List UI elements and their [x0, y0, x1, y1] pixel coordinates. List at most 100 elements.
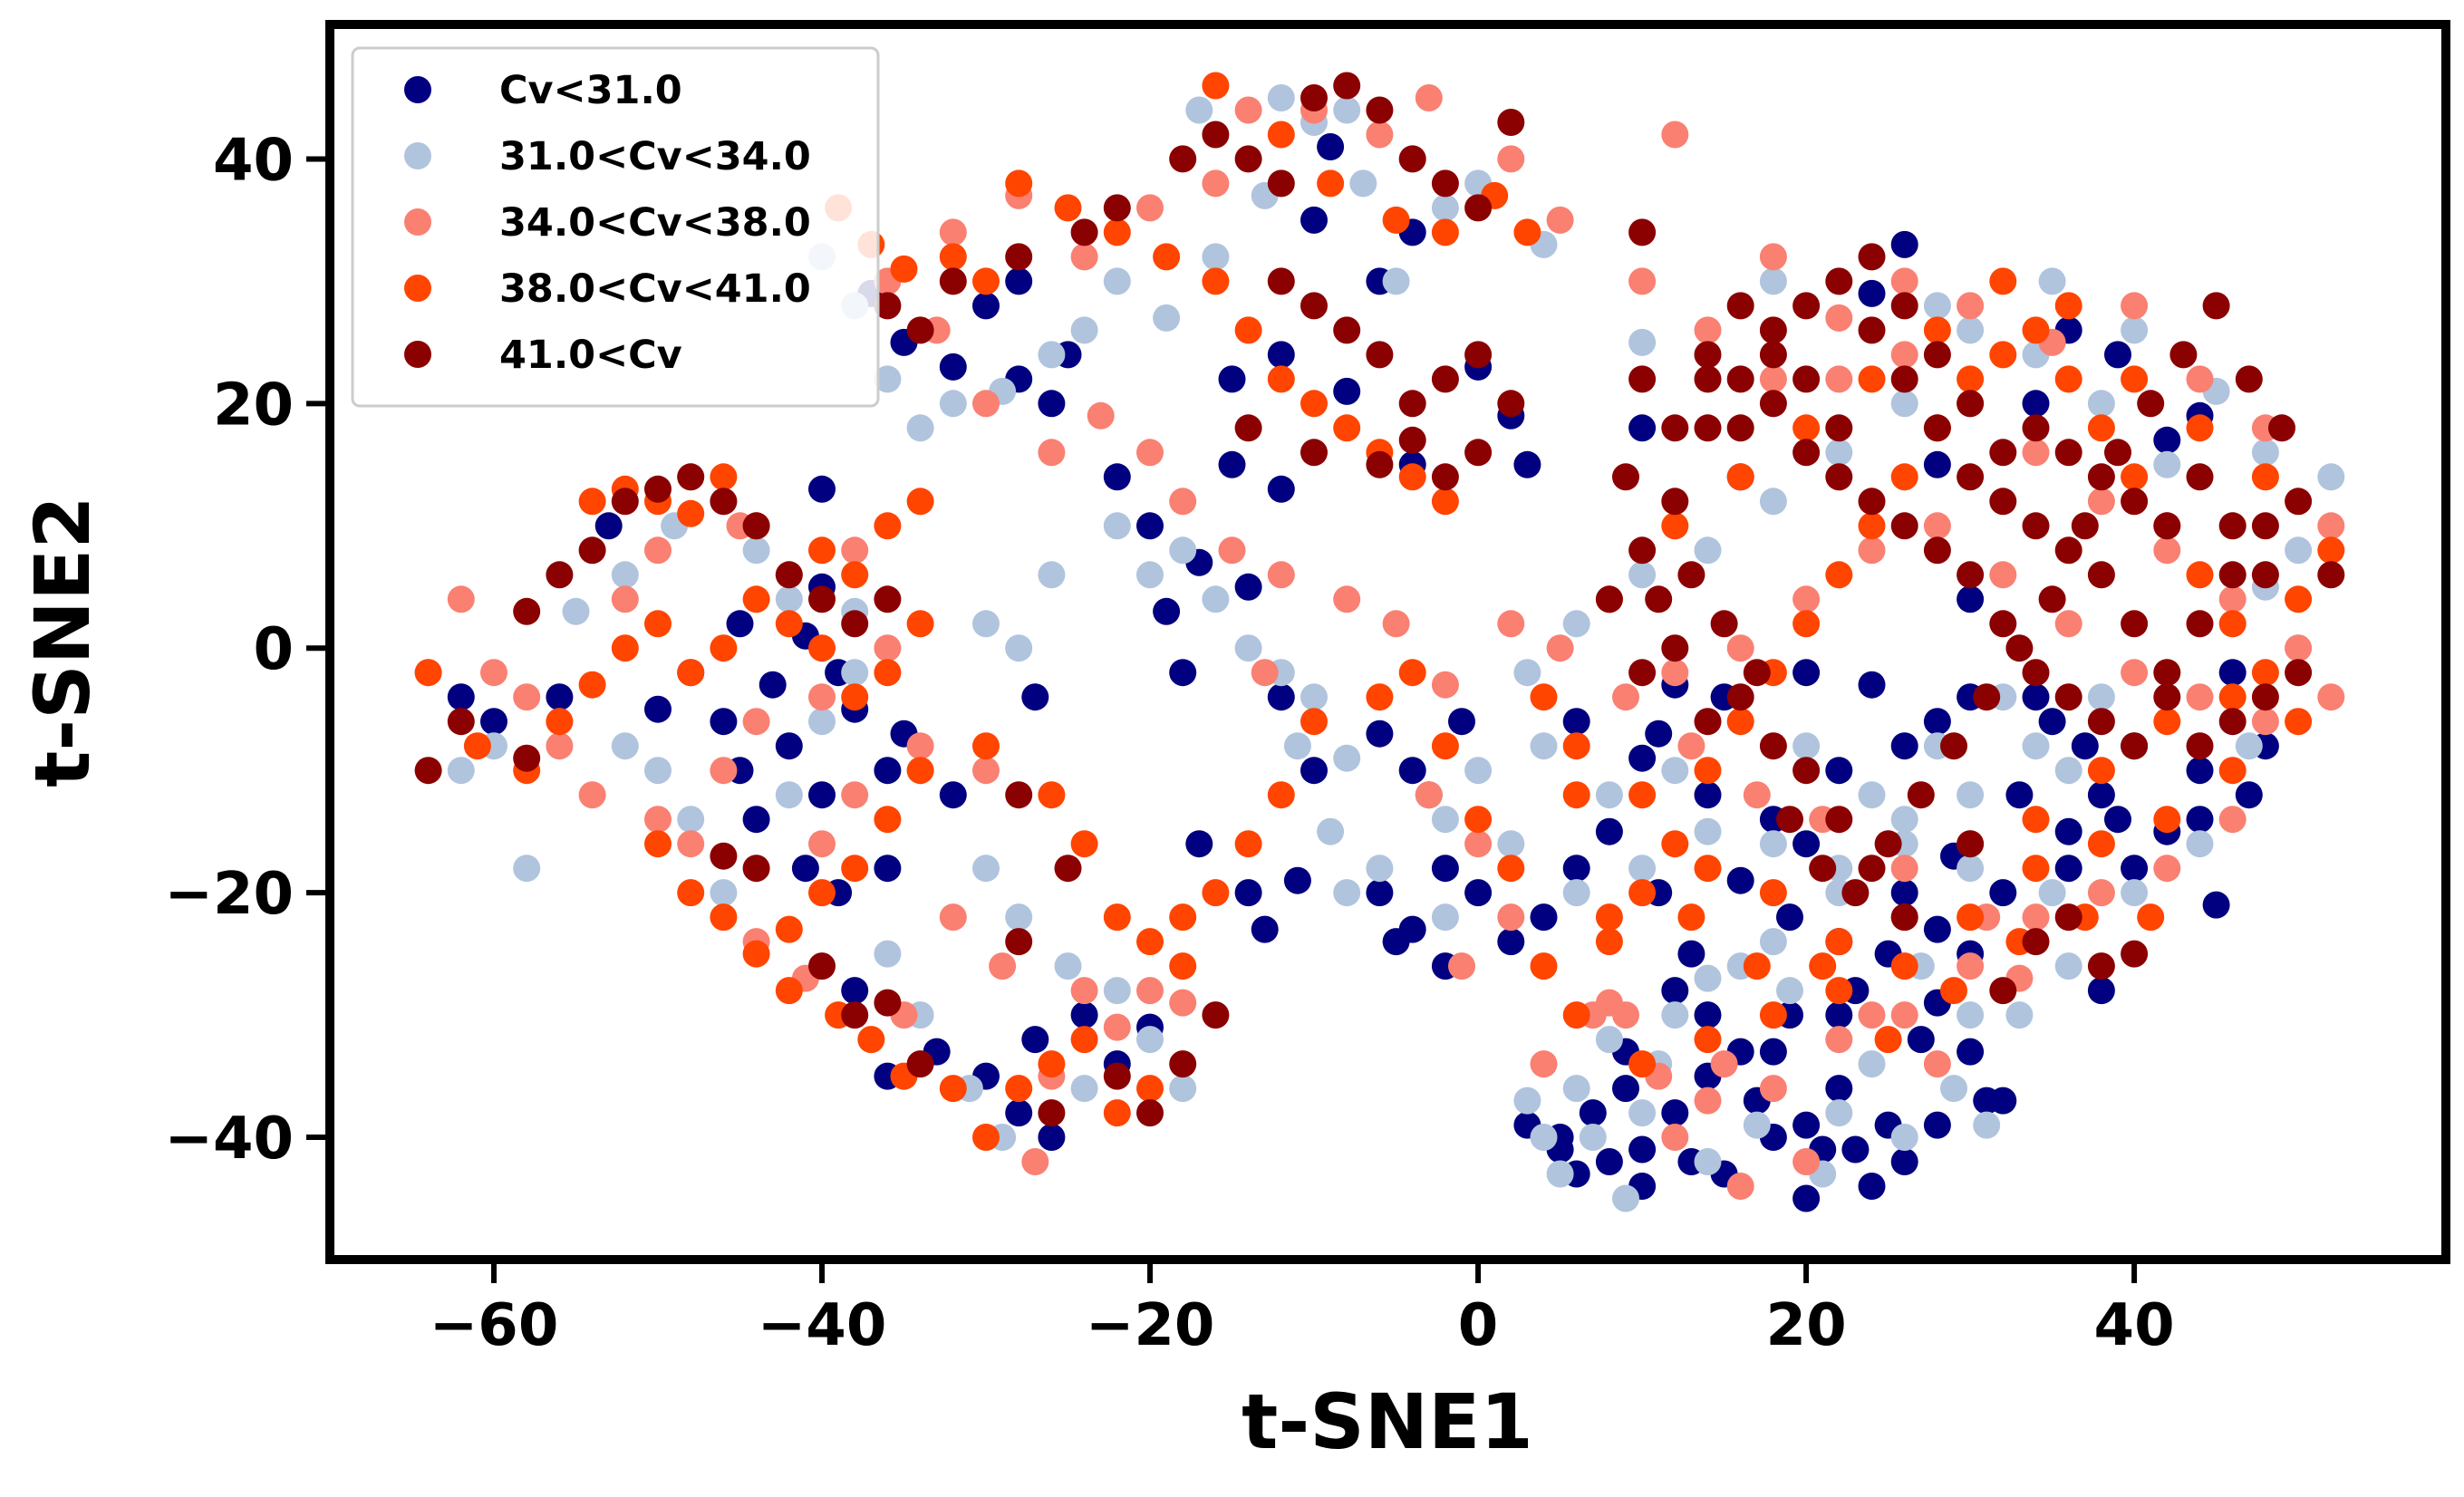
- scatter-point: [1957, 316, 1985, 344]
- scatter-point: [1825, 1075, 1853, 1103]
- scatter-point: [1070, 218, 1098, 246]
- scatter-point: [1300, 390, 1328, 418]
- scatter-point: [1202, 1001, 1230, 1029]
- scatter-point: [874, 512, 902, 540]
- scatter-point: [939, 1075, 967, 1103]
- scatter-point: [710, 879, 738, 907]
- scatter-point: [2038, 879, 2066, 907]
- scatter-point: [1694, 1001, 1722, 1029]
- scatter-point: [1382, 206, 1410, 234]
- scatter-point: [1694, 536, 1722, 565]
- legend-marker: [404, 142, 431, 169]
- scatter-point: [2121, 879, 2149, 907]
- scatter-point: [594, 512, 623, 540]
- scatter-point: [1267, 169, 1295, 198]
- scatter-point: [1202, 121, 1230, 149]
- scatter-point: [611, 732, 639, 760]
- scatter-point: [2038, 708, 2066, 736]
- y-tick-label: −20: [164, 861, 294, 928]
- scatter-point: [1103, 194, 1131, 222]
- scatter-point: [2054, 292, 2082, 320]
- scatter-point: [2022, 390, 2050, 418]
- scatter-point: [1464, 194, 1493, 222]
- scatter-point: [1497, 610, 1525, 638]
- scatter-point: [775, 915, 803, 943]
- scatter-point: [2169, 341, 2198, 369]
- scatter-point: [1317, 133, 1345, 160]
- scatter-point: [2121, 365, 2149, 393]
- scatter-point: [1989, 439, 2017, 467]
- scatter-point: [1562, 732, 1590, 760]
- scatter-point: [1136, 1075, 1164, 1103]
- scatter-point: [1153, 243, 1181, 271]
- scatter-point: [1792, 757, 1821, 785]
- scatter-point: [1595, 1026, 1623, 1054]
- scatter-point: [1136, 928, 1164, 956]
- scatter-point: [1957, 781, 1985, 809]
- scatter-point: [972, 610, 1000, 638]
- scatter-point: [2005, 1001, 2034, 1029]
- scatter-point: [1743, 659, 1771, 687]
- scatter-point: [1923, 536, 1951, 565]
- scatter-point: [1562, 781, 1590, 809]
- scatter-point: [611, 585, 639, 613]
- scatter-point: [513, 683, 541, 711]
- scatter-point: [742, 806, 770, 834]
- scatter-point: [939, 390, 967, 418]
- scatter-point: [1890, 806, 1918, 834]
- scatter-point: [775, 977, 803, 1005]
- scatter-point: [2218, 757, 2247, 785]
- scatter-point: [742, 512, 770, 540]
- scatter-point: [1792, 732, 1821, 760]
- scatter-point: [1989, 267, 2017, 295]
- scatter-point: [2186, 365, 2214, 393]
- scatter-point: [2285, 536, 2313, 565]
- scatter-point: [1694, 855, 1722, 883]
- scatter-point: [1595, 903, 1623, 932]
- scatter-point: [1923, 341, 1951, 369]
- scatter-point: [1923, 450, 1951, 478]
- scatter-point: [1431, 194, 1459, 222]
- scatter-point: [1103, 512, 1131, 540]
- scatter-point: [1957, 585, 1985, 613]
- scatter-point: [1333, 72, 1361, 100]
- scatter-point: [841, 1001, 869, 1029]
- scatter-point: [1792, 830, 1821, 858]
- scatter-point: [1021, 1148, 1049, 1175]
- scatter-point: [1759, 488, 1787, 516]
- scatter-point: [2104, 439, 2131, 467]
- scatter-point: [939, 243, 967, 271]
- scatter-point: [1759, 1075, 1787, 1103]
- scatter-point: [1497, 390, 1525, 418]
- x-tick-label: −40: [758, 1292, 887, 1359]
- scatter-point: [1005, 243, 1033, 271]
- scatter-point: [1957, 830, 1985, 858]
- scatter-point: [2317, 512, 2345, 540]
- scatter-point: [1792, 585, 1821, 613]
- scatter-point: [1300, 439, 1328, 467]
- scatter-point: [1169, 1075, 1197, 1103]
- scatter-point: [1136, 561, 1164, 589]
- scatter-point: [1677, 561, 1705, 589]
- scatter-point: [775, 561, 803, 589]
- scatter-point: [1890, 512, 1918, 540]
- scatter-point: [1169, 1050, 1197, 1078]
- scatter-point: [2285, 488, 2313, 516]
- scatter-point: [710, 463, 738, 491]
- scatter-point: [1612, 1001, 1639, 1029]
- scatter-point: [1890, 267, 1918, 295]
- scatter-point: [1382, 610, 1410, 638]
- scatter-point: [2087, 781, 2115, 809]
- scatter-point: [710, 757, 738, 785]
- x-tick-label: 0: [1458, 1292, 1499, 1359]
- scatter-point: [1792, 414, 1821, 442]
- scatter-point: [562, 597, 590, 625]
- scatter-point: [1234, 634, 1262, 662]
- scatter-point: [578, 781, 606, 809]
- scatter-point: [1825, 365, 1853, 393]
- scatter-point: [1153, 597, 1181, 625]
- scatter-point: [1759, 732, 1787, 760]
- scatter-point: [2054, 439, 2082, 467]
- scatter-point: [2087, 952, 2115, 980]
- scatter-point: [1431, 169, 1459, 198]
